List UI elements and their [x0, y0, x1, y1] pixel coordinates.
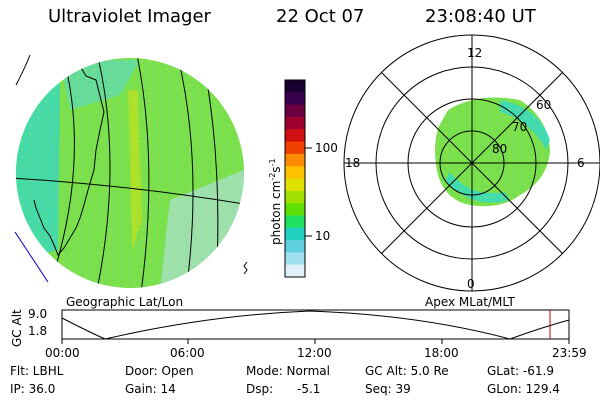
- colorbar-segment: [285, 141, 305, 155]
- colorbar-segment: [285, 153, 305, 167]
- blue-coastline: [14, 231, 49, 283]
- altitude-xtick-0000: 00:00: [45, 346, 80, 360]
- altitude-ytick-max: 9.0: [28, 307, 48, 321]
- mlat-label-70: 70: [512, 120, 528, 134]
- colorbar-segment: [285, 227, 305, 241]
- mlt-label-6: 6: [577, 156, 585, 170]
- colorbar-tick-10: 10: [315, 229, 331, 243]
- door-status: Door: Open: [125, 364, 194, 378]
- mode-status: Mode: Normal: [246, 364, 330, 378]
- colorbar-segment: [285, 104, 305, 118]
- colorbar-segment: [285, 190, 305, 204]
- colorbar-segment: [285, 129, 305, 143]
- colorbar-segment: [285, 252, 305, 266]
- altitude-xtick-1200: 12:00: [297, 346, 332, 360]
- altitude-ytick-min: 1.8: [28, 324, 48, 338]
- altitude-ylabel: GC Alt: [10, 309, 24, 347]
- instrument-title: Ultraviolet Imager: [48, 6, 211, 27]
- ip-value: IP: 36.0: [10, 382, 56, 396]
- time-label: 23:08:40 UT: [425, 6, 536, 27]
- colorbar-segment: [285, 92, 305, 106]
- colorbar-segment: [285, 240, 305, 253]
- colorbar-segment: [285, 178, 305, 192]
- geographic-panel-label: Geographic Lat/Lon: [66, 295, 184, 309]
- mlat-label-80: 80: [492, 142, 508, 156]
- colorbar-segment: [285, 203, 305, 216]
- colorbar-unit-label: photon cm-2s-1: [268, 158, 283, 245]
- colorbar-segment: [285, 215, 305, 229]
- dsp-value: -5.1: [297, 382, 321, 396]
- colorbar: [284, 79, 312, 278]
- geographic-latitude: GLat: -61.9: [487, 364, 554, 378]
- polar-panel-label: Apex MLat/MLT: [425, 295, 515, 309]
- date-label: 22 Oct 07: [276, 6, 365, 27]
- coastline: [33, 61, 105, 256]
- colorbar-segment: [285, 80, 305, 93]
- colorbar-segment: [285, 166, 305, 179]
- geographic-longitude: GLon: 129.4: [487, 382, 560, 396]
- colorbar-tick-100: 100: [315, 141, 338, 155]
- colorbar-segment: [285, 264, 305, 278]
- flight-filter: Flt: LBHL: [10, 364, 64, 378]
- mlt-label-0: 0: [467, 277, 475, 291]
- altitude-xtick-2359: 23:59: [552, 346, 587, 360]
- mlat-label-60: 60: [536, 98, 552, 112]
- polar-plot: [343, 34, 600, 292]
- gain-value: Gain: 14: [125, 382, 176, 396]
- altitude-curve: [61, 310, 570, 340]
- dsp-label: Dsp:: [246, 382, 274, 396]
- geographic-image: [14, 54, 248, 288]
- colorbar-segment: [285, 116, 305, 130]
- mlt-label-18: 18: [345, 156, 361, 170]
- mlt-label-12: 12: [467, 46, 483, 60]
- gc-altitude: GC Alt: 5.0 Re: [365, 364, 449, 378]
- altitude-xtick-0600: 06:00: [170, 346, 205, 360]
- sequence-number: Seq: 39: [365, 382, 411, 396]
- altitude-xtick-1800: 18:00: [424, 346, 459, 360]
- altitude-plot: [61, 309, 570, 344]
